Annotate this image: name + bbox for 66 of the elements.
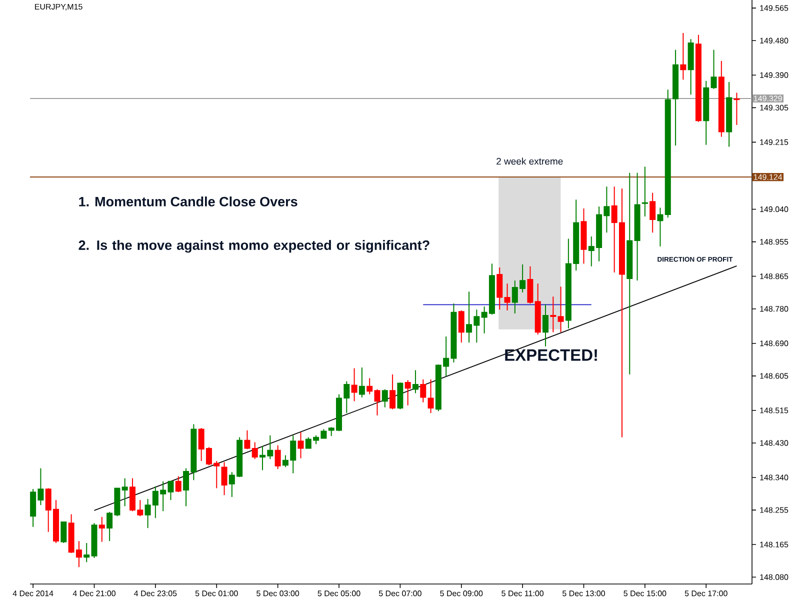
ref-line-label: 149.124 xyxy=(754,174,782,180)
y-tick-label: 149.040 xyxy=(760,206,788,212)
y-tick-label: 149.480 xyxy=(760,38,788,44)
y-tick-label: 149.390 xyxy=(760,72,788,78)
candlestick xyxy=(550,296,556,333)
x-tick-label: 5 Dec 05:00 xyxy=(318,590,360,596)
candlestick xyxy=(412,370,418,394)
candlestick xyxy=(175,476,182,493)
candlestick xyxy=(642,166,648,218)
candlestick xyxy=(274,444,281,470)
y-tick-label: 148.165 xyxy=(760,542,788,548)
candlestick xyxy=(244,430,250,450)
y-tick-label: 148.515 xyxy=(760,408,788,414)
chart-title: EURJPY,M15 xyxy=(35,4,82,10)
x-tick-label: 5 Dec 01:00 xyxy=(195,590,238,596)
y-tick-label: 149.565 xyxy=(760,5,788,11)
x-tick-label: 4 Dec 2014 xyxy=(12,590,54,596)
candlestick xyxy=(504,283,510,311)
y-tick-label: 148.340 xyxy=(760,474,788,480)
y-tick-label: 148.955 xyxy=(760,238,788,245)
x-tick-label: 5 Dec 13:00 xyxy=(562,590,605,596)
candlestick xyxy=(458,310,464,344)
x-tick-label: 5 Dec 11:00 xyxy=(502,590,544,596)
x-tick-label: 5 Dec 17:00 xyxy=(684,590,728,596)
annotation: 2 week extreme xyxy=(496,158,563,165)
candlestick xyxy=(404,380,411,406)
y-tick-label: 148.255 xyxy=(760,507,788,513)
y-tick-label: 149.305 xyxy=(760,104,788,111)
y-tick-label: 148.865 xyxy=(760,273,788,280)
candlestick xyxy=(734,92,740,126)
candlestick xyxy=(496,266,503,310)
candlestick xyxy=(98,516,105,542)
y-tick-label: 148.690 xyxy=(760,340,788,346)
candlestick xyxy=(298,432,304,459)
y-tick-label: 148.430 xyxy=(760,440,788,446)
candlestick xyxy=(358,366,365,398)
candlestick xyxy=(122,478,128,507)
candlestick xyxy=(382,388,388,408)
candlestick xyxy=(657,207,664,247)
x-tick-label: 5 Dec 15:00 xyxy=(624,590,666,596)
candlestick xyxy=(428,378,434,414)
candlestick xyxy=(390,374,396,410)
annotation: 2. Is the move against momo expected or significant? xyxy=(78,240,430,253)
y-tick-label: 148.605 xyxy=(760,373,788,379)
x-tick-label: 4 Dec 23:05 xyxy=(134,590,177,596)
x-tick-label: 5 Dec 07:00 xyxy=(378,590,422,596)
x-tick-label: 4 Dec 21:00 xyxy=(72,590,116,596)
candlestick xyxy=(710,49,717,90)
x-tick-label: 5 Dec 03:00 xyxy=(256,590,300,596)
annotation: 1. Momentum Candle Close Overs xyxy=(79,196,298,206)
candlestick xyxy=(542,304,549,347)
candlestick xyxy=(527,266,534,304)
candlestick xyxy=(558,286,564,333)
candlestick xyxy=(420,378,426,403)
candlestick xyxy=(252,442,258,460)
annotation: EXPECTED! xyxy=(505,349,597,361)
y-tick-label: 148.780 xyxy=(760,306,788,312)
ref-line-label: 149.329 xyxy=(754,96,782,102)
x-tick-label: 5 Dec 09:00 xyxy=(440,590,483,596)
candlestick xyxy=(680,32,686,80)
y-tick-label: 149.215 xyxy=(760,139,788,145)
candlestick xyxy=(221,462,228,496)
candlestick xyxy=(60,521,67,544)
y-tick-label: 148.080 xyxy=(760,574,788,580)
candlestick xyxy=(351,368,358,402)
candlestick xyxy=(650,192,656,234)
